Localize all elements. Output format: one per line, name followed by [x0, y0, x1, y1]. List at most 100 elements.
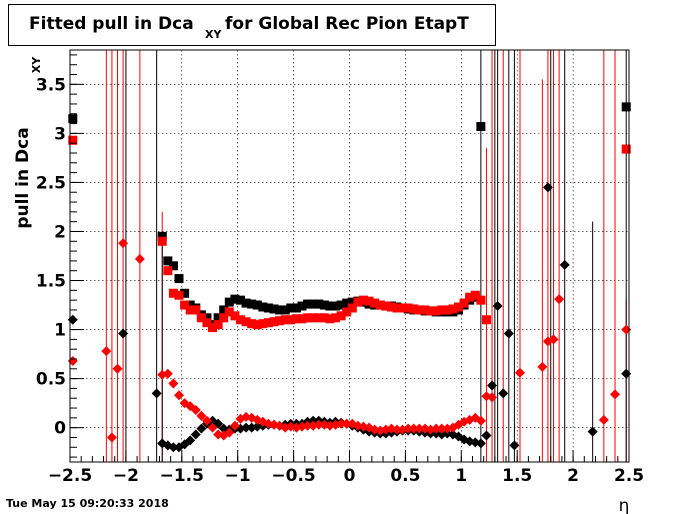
square-marker — [286, 315, 296, 325]
grid-lines — [69, 50, 630, 462]
diamond-marker — [241, 422, 252, 433]
square-marker — [235, 315, 245, 325]
diamond-marker — [431, 423, 442, 434]
square-marker — [291, 303, 301, 313]
x-tick-label: 2 — [567, 466, 579, 486]
x-axis-label: η — [619, 496, 630, 514]
diamond-marker — [475, 415, 486, 426]
square-marker — [258, 302, 268, 312]
square-marker — [621, 144, 631, 154]
square-marker — [185, 300, 195, 310]
square-marker — [196, 313, 206, 323]
diamond-marker — [548, 334, 559, 345]
chart-title-rest: for Global Rec Pion EtapT — [225, 14, 469, 34]
square-marker — [459, 298, 469, 308]
square-marker — [263, 318, 273, 328]
x-tick-label: 1 — [455, 466, 467, 486]
square-marker — [180, 288, 190, 298]
diamond-marker — [408, 423, 419, 434]
x-tick-label: −2 — [113, 466, 139, 486]
square-marker — [347, 303, 357, 313]
diamond-marker — [498, 388, 509, 399]
diamond-marker — [168, 378, 179, 389]
square-marker — [213, 313, 223, 323]
square-marker — [168, 261, 178, 271]
square-marker — [303, 299, 313, 309]
square-marker — [280, 305, 290, 315]
y-tick-label: 2.5 — [36, 173, 66, 193]
y-axis-label-subscript: XY — [30, 56, 43, 73]
square-marker — [247, 319, 257, 329]
square-marker — [454, 302, 464, 312]
square-marker — [157, 236, 167, 246]
diamond-marker — [112, 363, 123, 374]
diamond-marker — [118, 328, 129, 339]
square-marker — [319, 313, 329, 323]
square-marker — [358, 295, 368, 305]
square-marker — [269, 304, 279, 314]
diamond-marker — [67, 355, 78, 366]
diamond-marker — [487, 392, 498, 403]
diamond-marker — [598, 414, 609, 425]
chart-title-main: Fitted pull in Dca — [29, 14, 194, 34]
square-marker — [303, 313, 313, 323]
square-marker — [263, 303, 273, 313]
square-marker — [241, 298, 251, 308]
square-marker — [381, 301, 391, 311]
x-tick-label: 1.5 — [502, 466, 532, 486]
square-marker — [347, 297, 357, 307]
x-tick-label: −1.5 — [160, 466, 204, 486]
diamond-marker — [151, 388, 162, 399]
diamond-marker — [190, 405, 201, 416]
square-marker — [252, 300, 262, 310]
square-marker — [481, 315, 491, 325]
square-marker — [308, 313, 318, 323]
diamond-marker — [514, 367, 525, 378]
square-marker — [180, 300, 190, 310]
diamond-marker — [554, 294, 565, 305]
square-marker — [392, 303, 402, 313]
tick-labels: −2.5 −2 −1.5 −1 −0.5 0 0.5 1 1.5 2 2.5 0 0.5 1 1.5 2 2.5… — [36, 75, 644, 486]
square-marker — [269, 317, 279, 327]
diamond-marker — [621, 368, 632, 379]
diamond-marker — [229, 420, 240, 431]
square-marker — [403, 303, 413, 313]
square-marker — [476, 295, 486, 305]
square-marker — [163, 266, 173, 276]
square-marker — [174, 274, 184, 284]
square-marker — [386, 302, 396, 312]
diamond-marker — [201, 415, 212, 426]
square-marker — [174, 290, 184, 300]
diamond-marker — [207, 422, 218, 433]
square-marker — [448, 304, 458, 314]
diamond-marker — [610, 389, 621, 400]
square-marker — [168, 288, 178, 298]
square-marker — [470, 290, 480, 300]
square-marker — [342, 298, 352, 308]
square-marker — [325, 314, 335, 324]
square-marker — [319, 300, 329, 310]
diamond-marker — [134, 253, 145, 264]
square-marker — [68, 114, 78, 124]
square-marker — [325, 301, 335, 311]
square-marker — [336, 311, 346, 321]
square-marker — [420, 305, 430, 315]
x-tick-label: 2.5 — [614, 466, 644, 486]
square-marker — [202, 313, 212, 323]
square-marker — [286, 303, 296, 313]
square-marker — [331, 301, 341, 311]
square-marker — [297, 314, 307, 324]
square-marker — [241, 317, 251, 327]
diamond-marker — [341, 418, 352, 429]
diamond-marker — [196, 423, 207, 434]
diamond-marker — [621, 324, 632, 335]
diamond-marker — [101, 346, 112, 357]
diamond-marker — [487, 380, 498, 391]
x-tick-label: 0 — [344, 466, 356, 486]
square-marker — [191, 305, 201, 315]
diamond-marker — [492, 301, 503, 312]
square-marker — [208, 323, 218, 333]
square-marker — [331, 313, 341, 323]
